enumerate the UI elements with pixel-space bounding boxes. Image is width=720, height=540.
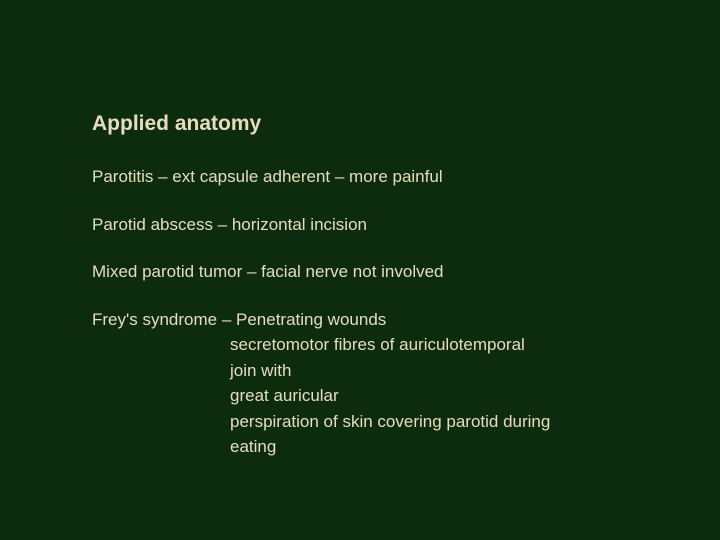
bullet-line: Mixed parotid tumor – facial nerve not i… <box>92 259 720 285</box>
continuation-line: join with <box>92 358 720 384</box>
slide-title: Applied anatomy <box>92 112 720 136</box>
slide-container: Applied anatomy Parotitis – ext capsule … <box>0 0 720 540</box>
bullet-line: Frey's syndrome – Penetrating wounds <box>92 307 720 333</box>
bullet-line: Parotid abscess – horizontal incision <box>92 212 720 238</box>
continuation-line: great auricular <box>92 383 720 409</box>
bullet-line: Parotitis – ext capsule adherent – more … <box>92 164 720 190</box>
continuation-line: eating <box>92 434 720 460</box>
continuation-line: perspiration of skin covering parotid du… <box>92 409 720 435</box>
continuation-line: secretomotor fibres of auriculotemporal <box>92 332 720 358</box>
